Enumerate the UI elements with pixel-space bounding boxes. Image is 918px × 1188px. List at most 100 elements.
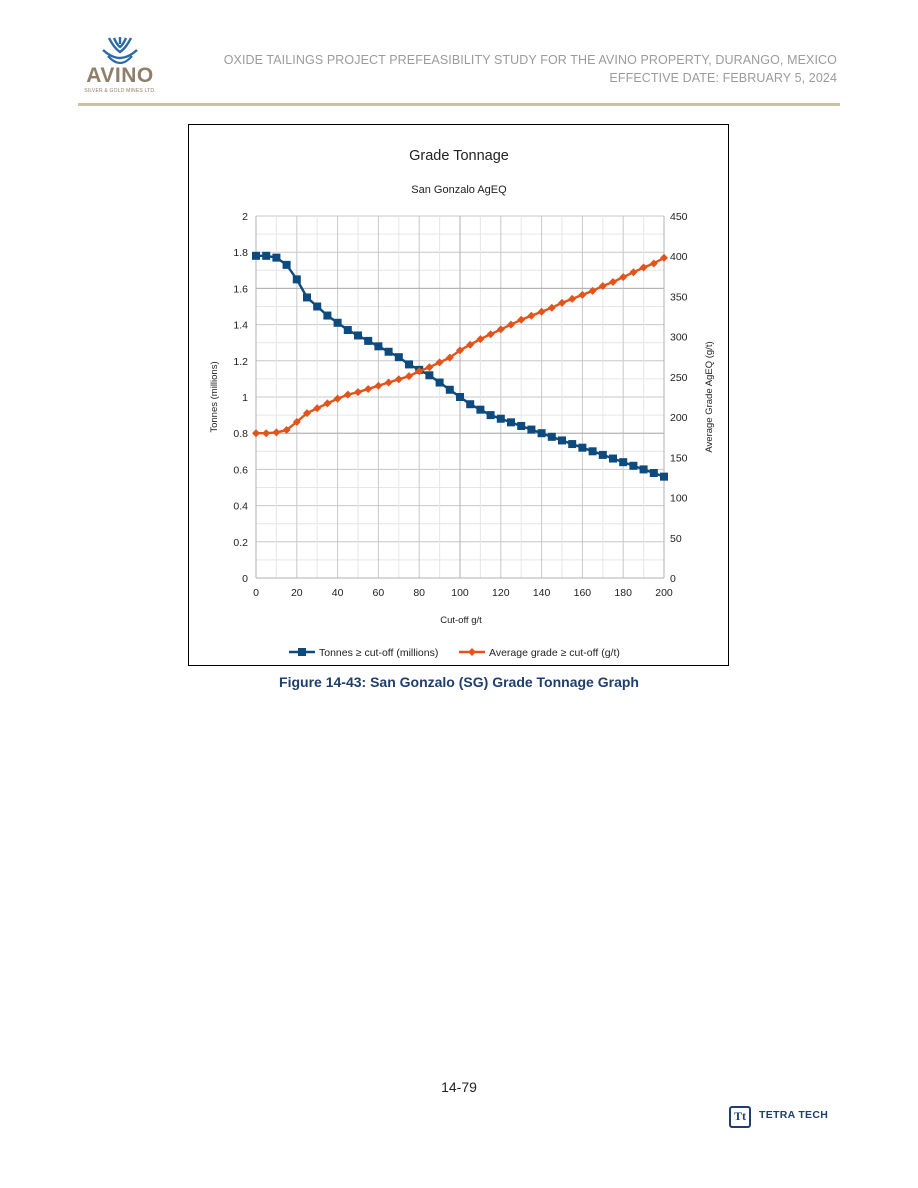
- grade-data-point: [486, 330, 495, 339]
- y-left-tick-label: 0.2: [233, 537, 248, 549]
- tick-labels: 0 20 40 60 80 100 120 140 160 180 20000.20.40.60.8…: [233, 211, 687, 599]
- y-left-tick-label: 1.2: [233, 356, 248, 368]
- tonnes-data-point: [292, 275, 301, 284]
- tonnes-data-point: [333, 318, 342, 327]
- tetra-tech-mark-icon: Tt: [729, 1106, 751, 1128]
- y-right-tick-label: 200: [670, 412, 688, 424]
- series-layer: [252, 251, 668, 481]
- tonnes-data-point: [486, 411, 495, 420]
- y-left-tick-label: 0.6: [233, 464, 248, 476]
- grade-data-point: [466, 340, 475, 349]
- y-right-tick-label: 50: [670, 533, 682, 545]
- avino-logo: AVINO SILVER & GOLD MINES LTD.: [84, 36, 156, 98]
- grade-data-point: [333, 394, 342, 403]
- grade-tonnage-chart: Grade Tonnage San Gonzalo AgEQ Cut-off g…: [209, 148, 715, 659]
- grade-data-point: [578, 290, 587, 299]
- tonnes-data-point: [517, 421, 526, 430]
- grade-data-point: [588, 286, 597, 295]
- grade-data-point: [435, 358, 444, 367]
- y-right-tick-label: 250: [670, 372, 688, 384]
- x-tick-label: 100: [451, 587, 469, 599]
- grade-data-point: [405, 372, 413, 381]
- tonnes-data-point: [405, 360, 413, 369]
- x-tick-label: 40: [332, 587, 344, 599]
- x-tick-label: 120: [492, 587, 510, 599]
- y-right-tick-label: 150: [670, 452, 688, 464]
- tonnes-data-point: [262, 251, 271, 260]
- grade-data-point: [292, 417, 301, 426]
- grade-data-point: [384, 378, 393, 387]
- header-date: EFFECTIVE DATE: FEBRUARY 5, 2024: [609, 71, 837, 85]
- y-left-tick-label: 1.6: [233, 283, 248, 295]
- tonnes-data-point: [252, 251, 260, 260]
- grade-data-point: [425, 363, 434, 372]
- tonnes-data-point: [303, 293, 311, 302]
- grade-data-point: [476, 335, 485, 344]
- grade-data-point: [323, 399, 332, 408]
- tonnes-data-point: [466, 400, 475, 409]
- grade-data-point: [354, 388, 362, 397]
- legend: Tonnes ≥ cut-off (millions) Average grade…: [289, 647, 620, 659]
- page-number: 14-79: [441, 1079, 477, 1095]
- chart-subtitle: San Gonzalo AgEQ: [411, 184, 507, 196]
- y-left-tick-label: 0.8: [233, 428, 248, 440]
- x-tick-label: 20: [291, 587, 303, 599]
- tonnes-data-point: [343, 326, 352, 335]
- x-tick-label: 160: [574, 587, 592, 599]
- y-right-tick-label: 400: [670, 251, 688, 263]
- tonnes-data-point: [537, 429, 546, 438]
- legend-tonnes-label: Tonnes ≥ cut-off (millions): [319, 647, 438, 659]
- y-left-tick-label: 0: [242, 573, 248, 585]
- tonnes-data-point: [354, 331, 362, 340]
- y-right-tick-label: 350: [670, 291, 688, 303]
- y-right-tick-label: 450: [670, 211, 688, 223]
- tonnes-data-point: [364, 336, 373, 345]
- avino-mark-icon: [102, 37, 138, 65]
- x-tick-label: 60: [373, 587, 385, 599]
- grade-data-point: [639, 263, 648, 272]
- grade-data-point: [629, 268, 638, 277]
- grade-data-point: [445, 353, 454, 362]
- grade-data-point: [456, 346, 464, 355]
- tonnes-data-point: [476, 405, 485, 414]
- tonnes-data-point: [639, 465, 648, 474]
- legend-diamond-marker-icon: [468, 648, 476, 656]
- y-left-tick-label: 1.8: [233, 247, 248, 259]
- tonnes-data-point: [507, 418, 515, 427]
- tonnes-data-point: [568, 440, 577, 449]
- tetra-tech-logo: Tt TETRA TECH: [729, 1104, 839, 1132]
- tonnes-data-point: [323, 311, 332, 320]
- y-axis-right-label: Average Grade AgEQ (g/t): [704, 341, 715, 452]
- tonnes-data-point: [660, 472, 668, 481]
- logo-wordmark: AVINO: [86, 64, 154, 87]
- grade-data-point: [507, 320, 515, 329]
- grade-data-point: [303, 409, 311, 418]
- grid-lines: [255, 215, 665, 579]
- tonnes-data-point: [547, 432, 556, 441]
- grade-data-point: [415, 367, 424, 376]
- tonnes-data-point: [578, 443, 587, 452]
- x-tick-label: 80: [413, 587, 425, 599]
- grade-data-point: [619, 273, 628, 282]
- grade-data-point: [262, 429, 271, 438]
- x-tick-label: 0: [253, 587, 259, 599]
- grade-data-point: [272, 428, 281, 437]
- grade-data-point: [568, 294, 577, 303]
- tonnes-data-point: [558, 436, 566, 445]
- tetra-tech-wordmark: TETRA TECH: [759, 1109, 829, 1121]
- tonnes-data-point: [598, 450, 607, 459]
- tonnes-data-point: [282, 260, 291, 269]
- logo-subtitle: SILVER & GOLD MINES LTD.: [84, 88, 156, 94]
- grade-data-point: [547, 303, 556, 312]
- tonnes-data-point: [425, 371, 434, 380]
- tonnes-data-point: [374, 342, 383, 351]
- grade-data-point: [343, 390, 352, 399]
- y-right-tick-label: 300: [670, 332, 688, 344]
- y-left-tick-label: 1: [242, 392, 248, 404]
- header-rule: [78, 103, 840, 106]
- grade-data-point: [558, 298, 566, 307]
- tonnes-data-point: [435, 378, 444, 387]
- grade-data-point: [527, 311, 536, 320]
- tonnes-data-point: [629, 461, 638, 470]
- legend-square-marker-icon: [298, 648, 306, 656]
